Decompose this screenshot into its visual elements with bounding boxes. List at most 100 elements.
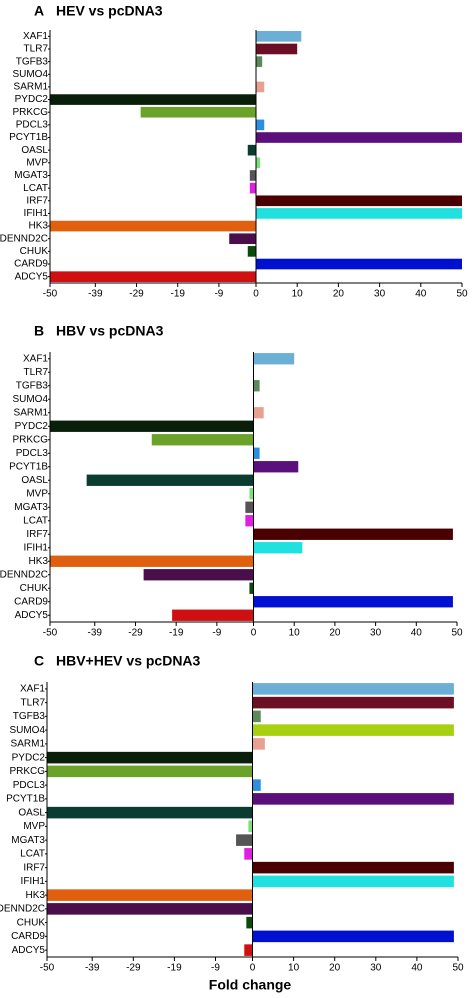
- bar: [247, 144, 256, 156]
- x-tick-label: -9: [212, 628, 221, 639]
- category-label: SARM1: [14, 82, 49, 93]
- category-label: LCAT: [23, 183, 48, 194]
- bar: [253, 461, 299, 473]
- category-label: MVP: [26, 488, 48, 499]
- category-label: XAF1: [23, 31, 48, 42]
- category-label: PDCL3: [16, 448, 49, 459]
- bar: [252, 930, 454, 943]
- bar: [253, 542, 303, 554]
- category-label: MVP: [26, 157, 48, 168]
- category-label: TGFB3: [16, 56, 49, 67]
- category-label: SUMO4: [12, 69, 48, 80]
- bar: [253, 380, 260, 392]
- bar: [47, 765, 253, 778]
- category-label: CARD9: [14, 596, 48, 607]
- bar: [236, 834, 253, 846]
- category-label: IRF7: [23, 862, 45, 873]
- bar: [253, 407, 264, 419]
- x-tick-label: -19: [167, 963, 182, 974]
- x-tick-label: -19: [170, 289, 185, 300]
- bar: [253, 596, 453, 608]
- bar: [50, 94, 256, 105]
- category-label: CHUK: [20, 583, 49, 594]
- x-tick-label: 0: [253, 289, 259, 300]
- bar: [253, 528, 453, 540]
- x-tick-label: 20: [333, 289, 345, 300]
- bar: [247, 246, 256, 257]
- bar: [50, 271, 256, 282]
- x-tick-label: -9: [214, 289, 223, 300]
- bar: [252, 738, 265, 750]
- category-label: IFIH1: [24, 542, 49, 553]
- x-axis-label: Fold change: [209, 977, 292, 993]
- x-tick-label: -29: [126, 963, 141, 974]
- category-label: LCAT: [20, 849, 45, 860]
- bar: [229, 233, 256, 245]
- category-label: CARD9: [14, 259, 48, 270]
- category-label: PYDC2: [12, 752, 46, 763]
- bar: [143, 569, 254, 581]
- category-label: DENND2C: [0, 233, 48, 244]
- category-label: PCYT1B: [9, 132, 48, 143]
- category-label: CHUK: [20, 246, 49, 257]
- bar: [253, 447, 260, 459]
- bar: [246, 916, 253, 929]
- x-tick-label: 20: [329, 628, 341, 639]
- bar: [252, 779, 261, 791]
- bar: [248, 820, 253, 833]
- category-label: PCYT1B: [9, 461, 48, 472]
- category-label: OASL: [21, 145, 48, 156]
- bar: [47, 889, 253, 901]
- panel-label: C: [34, 653, 44, 669]
- bar: [47, 806, 253, 819]
- panel-title: HBV vs pcDNA3: [56, 323, 164, 339]
- bar: [245, 501, 254, 513]
- bar: [256, 56, 263, 67]
- category-label: IFIH1: [24, 208, 49, 219]
- category-label: HK3: [29, 221, 49, 232]
- category-label: PRKCG: [12, 107, 48, 118]
- bar: [249, 182, 256, 194]
- category-label: ADCY5: [15, 271, 49, 282]
- x-tick-label: -19: [169, 628, 184, 639]
- x-tick-label: 0: [251, 628, 257, 639]
- bar: [256, 132, 462, 143]
- category-label: CARD9: [11, 931, 45, 942]
- x-tick-label: -50: [40, 963, 55, 974]
- x-tick-label: -29: [129, 289, 144, 300]
- category-label: DENND2C: [0, 904, 45, 915]
- category-label: TLR7: [24, 44, 49, 55]
- category-label: OASL: [18, 807, 45, 818]
- bar: [252, 710, 261, 723]
- x-tick-label: 50: [456, 289, 468, 300]
- bar: [47, 903, 253, 915]
- bar: [253, 353, 295, 365]
- category-label: SARM1: [11, 739, 46, 750]
- bar: [172, 609, 254, 621]
- bar: [252, 683, 454, 695]
- category-label: HK3: [29, 556, 49, 567]
- bar: [252, 875, 454, 888]
- x-tick-label: 10: [289, 628, 301, 639]
- category-label: TGFB3: [16, 380, 49, 391]
- category-label: PDCL3: [13, 780, 46, 791]
- bar: [256, 31, 302, 42]
- category-label: TGFB3: [13, 711, 46, 722]
- category-label: MGAT3: [11, 835, 45, 846]
- category-label: PCYT1B: [6, 794, 45, 805]
- bar: [50, 220, 256, 232]
- x-tick-label: 10: [288, 963, 300, 974]
- category-label: MVP: [23, 821, 45, 832]
- bar: [249, 170, 256, 181]
- bar: [50, 420, 254, 432]
- category-label: LCAT: [23, 515, 48, 526]
- bar: [249, 488, 254, 500]
- x-tick-label: -39: [88, 628, 103, 639]
- bar: [252, 696, 454, 709]
- category-label: PYDC2: [15, 94, 49, 105]
- x-tick-label: 40: [411, 628, 423, 639]
- bar: [47, 751, 253, 764]
- bar: [252, 861, 454, 874]
- bar: [249, 582, 254, 594]
- bar: [252, 724, 454, 736]
